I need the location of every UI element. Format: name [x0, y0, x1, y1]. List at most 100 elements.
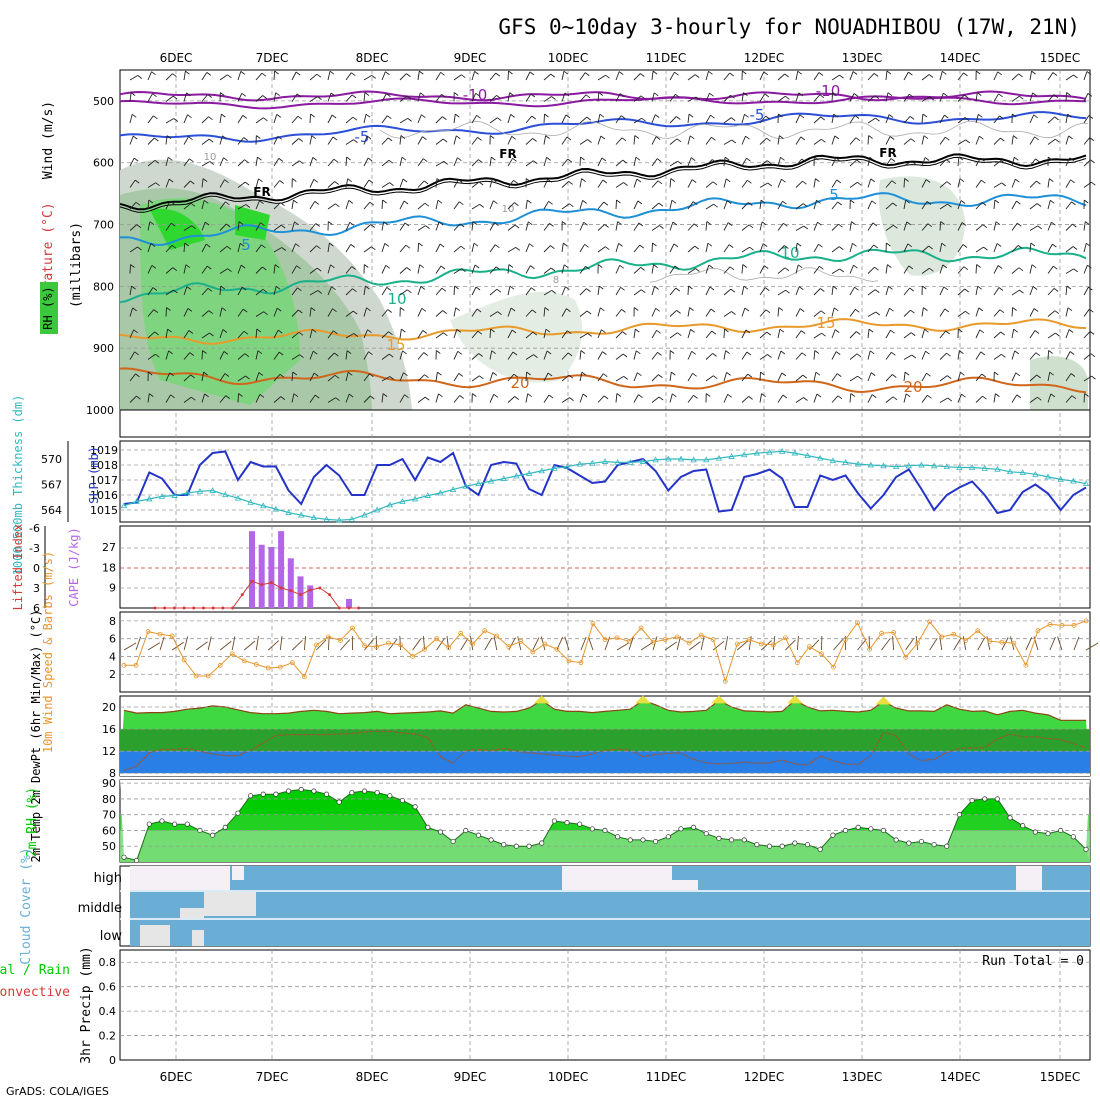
thickness-point — [158, 493, 166, 499]
rh-point — [944, 843, 950, 849]
wind-barb-flag — [317, 96, 322, 100]
rh-point — [564, 820, 570, 826]
thickness-point — [614, 459, 621, 465]
wind-barb-flag — [188, 136, 193, 141]
rh-point — [893, 837, 899, 843]
wind-barb — [381, 159, 390, 167]
wind-barb-flag — [855, 137, 861, 142]
wind-barb-flag — [479, 204, 484, 208]
day-label-bottom: 8DEC — [356, 1070, 389, 1084]
wind-barb-flag — [167, 328, 172, 333]
wind-barb-flag — [567, 330, 572, 335]
rh-point — [248, 793, 254, 799]
wind-barb-flag — [347, 178, 352, 183]
wind-barb-flag — [458, 179, 463, 183]
wind-barb-flag — [781, 372, 787, 377]
wind-barb-flag — [798, 286, 804, 290]
wind-barb — [615, 309, 622, 317]
wind-barb — [255, 244, 262, 253]
wind-barb — [615, 199, 617, 210]
wind-barb-flag — [1089, 137, 1095, 141]
wind-barb — [831, 246, 840, 253]
wind-barb — [615, 137, 623, 145]
wind-barb — [957, 139, 966, 145]
precip-tick: 0.8 — [99, 956, 117, 969]
wind-barb — [507, 307, 512, 317]
wind-barb — [1065, 74, 1074, 81]
wind-barb-flag — [353, 333, 359, 337]
thickness-point — [677, 455, 685, 462]
wind-barb-flag — [403, 200, 409, 205]
thickness-point — [133, 498, 140, 504]
surface-barb — [195, 641, 208, 651]
wind-barb — [615, 115, 622, 124]
wind-speed-point — [734, 641, 740, 647]
wind-barb-flag — [459, 395, 464, 399]
wind-barb-flag — [297, 115, 303, 120]
wind-speed-point — [831, 664, 836, 670]
wind-tick: 8 — [109, 615, 116, 628]
wind-barb — [1047, 116, 1055, 124]
wind-barb — [291, 371, 294, 382]
wind-barb-flag — [708, 264, 714, 269]
thickness-point — [146, 495, 153, 502]
wind-barb — [399, 118, 408, 124]
wind-barb — [849, 331, 857, 339]
wind-barb — [219, 373, 226, 382]
wind-speed-point — [963, 638, 969, 643]
wind-barb — [759, 93, 766, 102]
wind-barb-flag — [348, 200, 354, 204]
thickness-point — [538, 467, 545, 474]
wind-speed-point — [626, 638, 632, 644]
wind-speed-point — [506, 644, 512, 650]
wind-barb-flag — [131, 285, 136, 290]
wind-barb — [525, 309, 533, 317]
wind-barb-flag — [154, 159, 160, 164]
wind-barb — [813, 178, 816, 188]
rh-point — [539, 840, 545, 846]
surface-barb — [493, 636, 498, 651]
wind-barb-flag — [346, 350, 352, 354]
wind-barb — [291, 393, 295, 403]
cape-tick: 18 — [102, 561, 116, 574]
cape-bar — [268, 547, 275, 608]
wind-speed-point — [313, 642, 319, 648]
wind-barb-flag — [207, 94, 212, 98]
wind-barb-flag — [693, 395, 698, 399]
wind-barb — [921, 113, 924, 124]
wind-barb — [561, 243, 564, 253]
wind-barb-flag — [276, 114, 282, 118]
wind-barb-flag — [493, 393, 499, 398]
wind-barb-flag — [584, 243, 589, 248]
wind-barb-flag — [674, 265, 680, 270]
surface-barbs — [123, 635, 1099, 651]
wind-barb — [381, 182, 390, 188]
surface-barb — [159, 636, 165, 651]
wind-barb — [543, 372, 549, 382]
wind-barb-flag — [514, 396, 519, 400]
wind-barb — [777, 245, 785, 253]
wind-barb-flag — [1037, 396, 1042, 401]
wind-barb-flag — [256, 135, 261, 139]
wind-barb-flag — [313, 372, 319, 377]
wind-barb — [957, 222, 963, 231]
wind-barb — [399, 329, 402, 339]
wind-barb — [939, 71, 943, 81]
wind-barb — [471, 204, 480, 210]
wind-barb-flag — [1083, 199, 1089, 204]
wind-barb-flag — [690, 157, 696, 161]
wind-barb — [831, 92, 834, 102]
pressure-axis-label: (millibars) — [69, 222, 84, 308]
wind-barb-flag — [256, 328, 262, 333]
wind-barb — [669, 178, 672, 188]
wind-barb — [579, 333, 588, 339]
wind-barb — [435, 287, 443, 296]
rh-point — [754, 842, 760, 848]
wind-barb — [831, 268, 841, 274]
wind-barb-flag — [856, 159, 861, 164]
wind-barb-flag — [365, 113, 371, 118]
wind-barb — [561, 203, 570, 210]
wind-barb-flag — [820, 310, 826, 315]
rh-tick: 50 — [102, 840, 116, 853]
wind-barb-flag — [905, 393, 911, 398]
